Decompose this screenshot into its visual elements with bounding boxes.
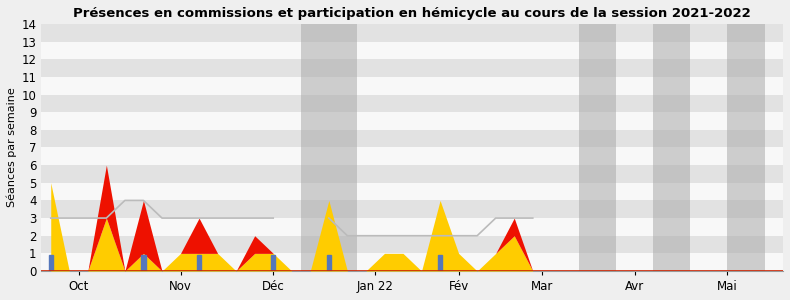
Bar bbox=[41, 165, 783, 183]
Bar bbox=[41, 41, 783, 59]
Bar bbox=[41, 236, 783, 254]
Bar bbox=[141, 255, 145, 271]
Bar bbox=[653, 24, 690, 271]
Bar bbox=[438, 255, 442, 271]
Bar bbox=[41, 218, 783, 236]
Bar bbox=[48, 255, 53, 271]
Bar bbox=[41, 24, 783, 41]
Bar bbox=[326, 255, 331, 271]
Bar bbox=[41, 77, 783, 94]
Bar bbox=[301, 24, 356, 271]
Bar bbox=[41, 183, 783, 200]
Bar bbox=[579, 24, 616, 271]
Bar bbox=[41, 130, 783, 148]
Bar bbox=[41, 59, 783, 77]
Bar bbox=[197, 255, 201, 271]
Bar bbox=[41, 200, 783, 218]
Bar bbox=[41, 148, 783, 165]
Title: Présences en commissions et participation en hémicycle au cours de la session 20: Présences en commissions et participatio… bbox=[73, 7, 751, 20]
Bar bbox=[271, 255, 276, 271]
Bar bbox=[41, 254, 783, 271]
Bar bbox=[41, 94, 783, 112]
Bar bbox=[728, 24, 765, 271]
Y-axis label: Séances par semaine: Séances par semaine bbox=[7, 88, 17, 207]
Bar bbox=[41, 112, 783, 130]
